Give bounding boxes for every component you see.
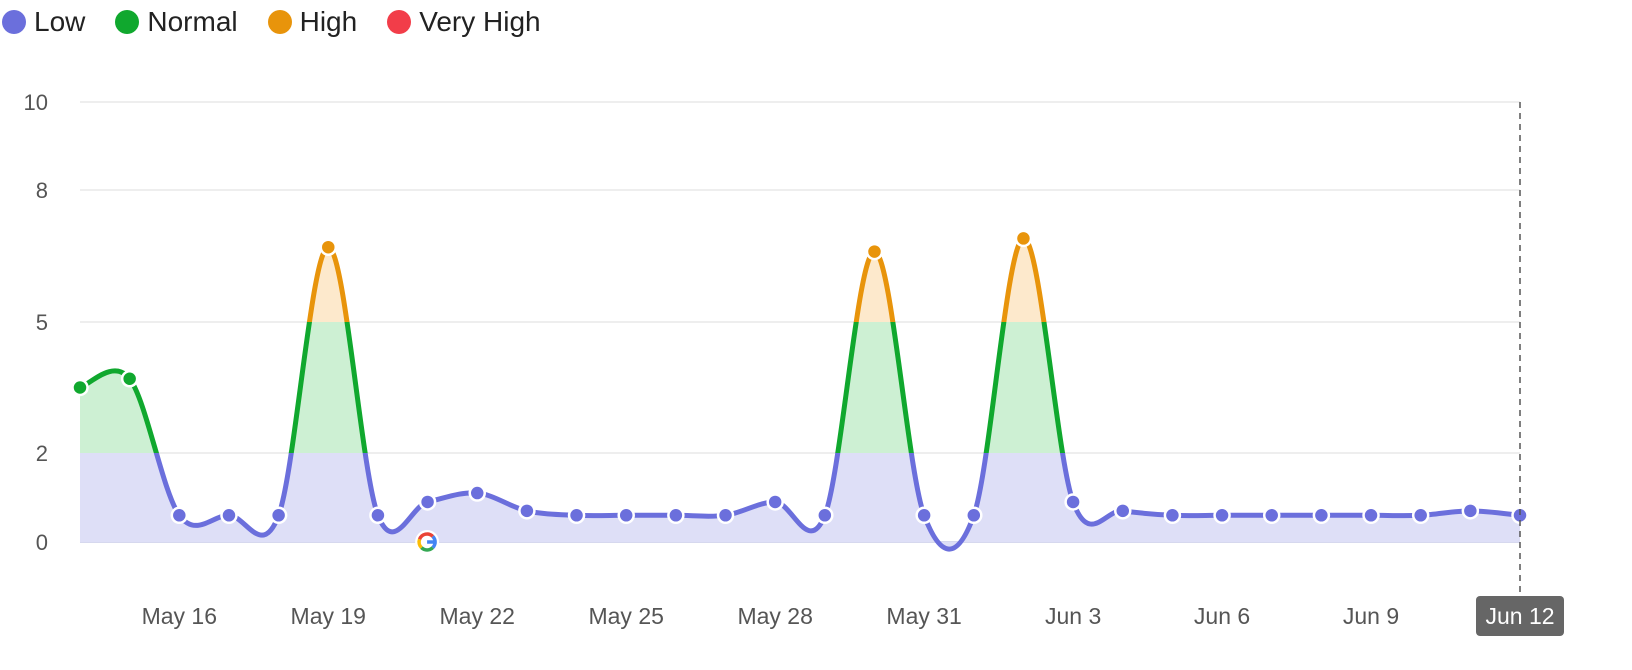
data-point[interactable] xyxy=(1461,502,1480,520)
y-axis-ticks: 0 2 5 8 10 xyxy=(24,90,48,555)
data-point[interactable] xyxy=(617,506,635,525)
data-point[interactable] xyxy=(1114,502,1132,520)
area-band-low xyxy=(80,453,1520,549)
current-date-badge: Jun 12 xyxy=(1476,596,1564,636)
y-tick-label: 8 xyxy=(36,178,48,203)
y-tick-label: 10 xyxy=(24,90,48,115)
x-tick-label: Jun 9 xyxy=(1343,603,1399,629)
data-point[interactable] xyxy=(418,493,437,511)
data-point[interactable] xyxy=(865,242,884,261)
google-icon[interactable] xyxy=(415,530,440,554)
legend-item-very-high[interactable]: Very High xyxy=(387,6,541,38)
x-axis-ticks: May 16 May 19 May 22 May 25 May 28 May 31 Jun … xyxy=(142,596,1564,636)
data-point[interactable] xyxy=(667,506,685,525)
data-point[interactable] xyxy=(1064,493,1082,511)
data-point[interactable] xyxy=(1411,506,1430,525)
legend-item-low[interactable]: Low xyxy=(2,6,85,38)
y-tick-label: 0 xyxy=(36,530,48,555)
x-tick-label: May 16 xyxy=(142,603,217,629)
point-layer xyxy=(71,102,1529,598)
y-tick-label: 5 xyxy=(36,310,48,335)
legend-label-low: Low xyxy=(34,6,86,37)
data-point[interactable] xyxy=(220,506,238,525)
annotation-layer xyxy=(415,530,440,554)
area-band-normal xyxy=(80,322,1063,453)
data-point[interactable] xyxy=(120,370,139,388)
data-point[interactable] xyxy=(965,506,983,525)
data-point[interactable] xyxy=(567,506,586,525)
legend-item-normal[interactable]: Normal xyxy=(115,6,238,38)
data-point[interactable] xyxy=(518,502,536,520)
data-point[interactable] xyxy=(269,506,288,525)
x-tick-label: May 31 xyxy=(886,603,961,629)
area-layer xyxy=(80,238,1520,549)
y-tick-label: 2 xyxy=(36,441,48,466)
series-line-normal xyxy=(77,322,1066,453)
data-point[interactable] xyxy=(766,493,784,511)
data-point[interactable] xyxy=(716,506,735,525)
x-tick-label: Jun 12 xyxy=(1485,603,1554,629)
legend-label-high: High xyxy=(299,6,358,37)
legend-dot-normal xyxy=(115,10,140,34)
x-tick-label: Jun 6 xyxy=(1194,603,1250,629)
data-point[interactable] xyxy=(1213,506,1231,525)
data-point[interactable] xyxy=(468,484,486,502)
legend-label-very-high: Very High xyxy=(419,6,541,37)
x-tick-label: May 19 xyxy=(291,603,366,629)
data-point[interactable] xyxy=(1362,506,1380,525)
data-point[interactable] xyxy=(816,506,834,525)
x-tick-label: May 25 xyxy=(588,603,663,629)
data-point[interactable] xyxy=(1312,506,1331,525)
x-tick-label: Jun 3 xyxy=(1045,603,1101,629)
data-point[interactable] xyxy=(319,238,338,256)
x-tick-label: May 22 xyxy=(440,603,515,629)
data-point[interactable] xyxy=(1014,229,1033,248)
legend-dot-low xyxy=(2,10,26,34)
data-point[interactable] xyxy=(369,506,387,525)
data-point[interactable] xyxy=(71,378,89,397)
legend-dot-very-high xyxy=(387,10,412,34)
legend-item-high[interactable]: High xyxy=(267,6,358,38)
legend-dot-high xyxy=(267,10,292,34)
data-point[interactable] xyxy=(915,506,933,525)
data-point[interactable] xyxy=(170,506,189,525)
data-point[interactable] xyxy=(1163,506,1182,525)
data-point[interactable] xyxy=(1262,506,1281,525)
legend-label-normal: Normal xyxy=(147,6,238,37)
chart-legend: Low Normal High Very High xyxy=(2,6,571,38)
x-tick-label: May 28 xyxy=(737,603,812,629)
